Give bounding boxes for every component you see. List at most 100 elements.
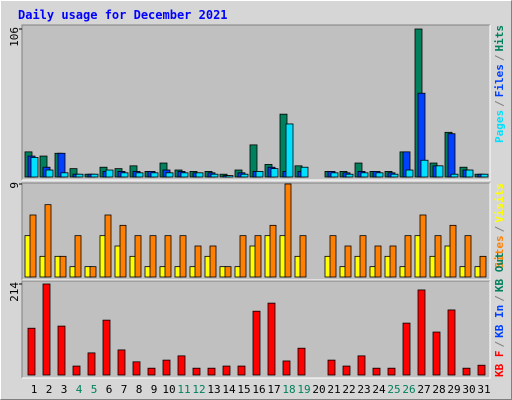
bar [224, 266, 232, 278]
bar [432, 331, 441, 376]
x-tick-label: 9 [151, 383, 158, 396]
bar [267, 302, 276, 376]
bar [402, 322, 411, 376]
bar [225, 175, 234, 178]
bar [375, 172, 384, 178]
legend-entry: Visits [493, 183, 506, 223]
bar [195, 172, 204, 178]
bar [357, 355, 366, 376]
bar [450, 173, 459, 178]
bar [477, 364, 486, 376]
x-tick-label: 31 [477, 383, 490, 396]
x-tick-label: 25 [387, 383, 400, 396]
x-tick-label: 20 [312, 383, 325, 396]
bar [329, 235, 337, 278]
legend-separator: / [493, 341, 506, 348]
bar [135, 172, 144, 178]
bar [464, 235, 472, 278]
bar [300, 166, 309, 178]
bar [342, 365, 351, 376]
legend: Pages / Files / Hits [493, 25, 506, 143]
bar [162, 359, 171, 376]
bar [480, 173, 489, 178]
x-tick-label: 8 [136, 383, 143, 396]
bar [194, 245, 202, 278]
bar [45, 169, 54, 178]
chart-title: Daily usage for December 2021 [18, 8, 228, 22]
bar [179, 235, 187, 278]
x-tick-label: 22 [342, 383, 355, 396]
y-tick-label: 106 [8, 27, 21, 47]
bar [209, 245, 217, 278]
x-tick-label: 17 [267, 383, 280, 396]
panel-bevel-dark [21, 24, 490, 180]
bar [105, 169, 114, 178]
legend-separator: / [493, 225, 506, 232]
bar [117, 349, 126, 376]
bar [134, 235, 142, 278]
legend-separator: / [493, 295, 506, 302]
x-tick-label: 11 [177, 383, 190, 396]
x-tick-label: 5 [91, 383, 98, 396]
bar [59, 255, 67, 278]
x-tick-label: 6 [106, 383, 113, 396]
legend-entry: Hits [493, 25, 506, 52]
x-tick-label: 15 [237, 383, 250, 396]
bar [435, 165, 444, 178]
x-tick-label: 14 [222, 383, 236, 396]
panel-bevel-dark [21, 182, 490, 280]
bar [42, 283, 51, 376]
bar [419, 214, 427, 278]
bar [252, 310, 261, 376]
panel-bevel-dark [21, 280, 490, 378]
bar [330, 172, 339, 178]
x-tick-label: 18 [282, 383, 295, 396]
x-tick-label: 3 [61, 383, 68, 396]
bar [449, 224, 457, 278]
x-tick-label: 26 [402, 383, 415, 396]
bar [90, 173, 99, 178]
bar [30, 157, 39, 178]
bar [210, 173, 219, 178]
legend-entry: KB F [493, 351, 506, 378]
bar [102, 319, 111, 376]
bar [60, 172, 69, 178]
bar [89, 266, 97, 278]
x-tick-label: 16 [252, 383, 265, 396]
bar [404, 235, 412, 278]
x-tick-label: 23 [357, 383, 370, 396]
bar [479, 255, 487, 278]
x-tick-label: 28 [432, 383, 445, 396]
bar [254, 235, 262, 278]
panel-bevel-light [22, 183, 491, 281]
bar [387, 367, 396, 376]
x-tick-label: 4 [76, 383, 83, 396]
bar [345, 173, 354, 178]
bar [360, 172, 369, 178]
bar [222, 365, 231, 376]
bar [72, 365, 81, 376]
bar [297, 347, 306, 376]
bar [255, 171, 264, 178]
bar [282, 360, 291, 376]
bar [192, 367, 201, 376]
panel-bevel-light [22, 25, 491, 181]
bar [180, 172, 189, 178]
bar [147, 367, 156, 376]
bar [390, 173, 399, 178]
bar [284, 183, 292, 278]
x-tick-label: 24 [372, 383, 386, 396]
bar [447, 309, 456, 376]
x-tick-label: 13 [207, 383, 220, 396]
legend-entry: Pages [493, 110, 506, 143]
bar [465, 169, 474, 178]
bar [389, 245, 397, 278]
bar [164, 235, 172, 278]
bar [240, 173, 249, 178]
x-tick-label: 29 [447, 383, 460, 396]
bar [269, 224, 277, 278]
bar [119, 224, 127, 278]
legend-separator: / [493, 54, 506, 61]
bar [299, 235, 307, 278]
x-tick-label: 12 [192, 383, 205, 396]
